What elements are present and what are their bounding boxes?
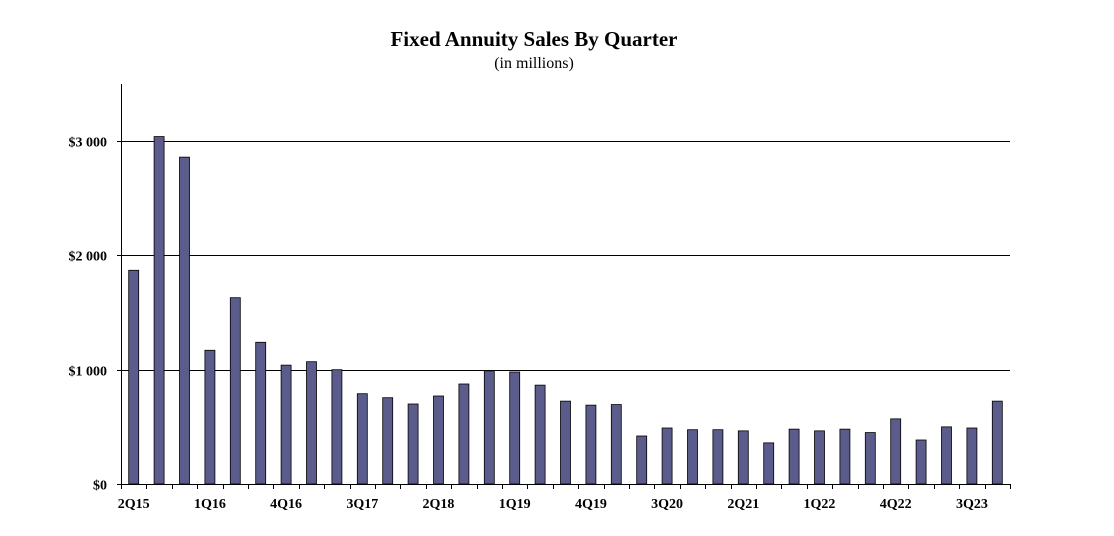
bar-3Q18 bbox=[458, 383, 470, 485]
bar-4Q21 bbox=[788, 428, 800, 485]
x-tick-label: 1Q22 bbox=[804, 497, 836, 512]
x-tick-label: 3Q20 bbox=[651, 497, 683, 512]
x-tick-label: 1Q16 bbox=[194, 497, 226, 512]
bar-2Q23 bbox=[941, 426, 952, 485]
bar-4Q18 bbox=[483, 370, 495, 485]
bar-2Q15 bbox=[128, 269, 140, 485]
x-tick-label: 2Q18 bbox=[423, 497, 455, 512]
bar-1Q21 bbox=[712, 429, 724, 485]
bar-4Q17 bbox=[382, 397, 394, 485]
bar-3Q15 bbox=[153, 136, 165, 485]
bar-2Q17 bbox=[331, 369, 343, 485]
bar-4Q19 bbox=[585, 404, 597, 485]
x-tick-label: 4Q16 bbox=[270, 497, 302, 512]
y-tick-label: $1 000 bbox=[69, 365, 108, 380]
x-tick-label: 2Q15 bbox=[118, 497, 150, 512]
bar-2Q19 bbox=[534, 384, 546, 485]
y-tick-label: $3 000 bbox=[69, 136, 108, 151]
bar-1Q19 bbox=[509, 371, 521, 485]
x-tick-label: 2Q21 bbox=[727, 497, 759, 512]
bar-1Q16 bbox=[204, 349, 216, 485]
bar-2Q22 bbox=[839, 428, 851, 485]
bar-4Q22 bbox=[890, 418, 902, 485]
bar-4Q15 bbox=[179, 156, 190, 485]
x-axis-tick-labels: 2Q15 1Q16 4Q16 3Q17 2Q18 1Q19 4Q19 3Q20 2Q21 1Q22… bbox=[118, 497, 988, 512]
x-tick-label: 3Q23 bbox=[956, 497, 988, 512]
chart-title: Fixed Annuity Sales By Quarter bbox=[390, 27, 677, 51]
bar-2Q18 bbox=[433, 395, 444, 485]
bars bbox=[128, 136, 1003, 485]
bar-3Q16 bbox=[255, 341, 267, 485]
x-tick-label: 4Q22 bbox=[880, 497, 912, 512]
x-tick-label: 4Q19 bbox=[575, 497, 607, 512]
axes bbox=[117, 84, 1011, 489]
bar-3Q23 bbox=[966, 427, 978, 485]
bar-1Q17 bbox=[306, 361, 317, 485]
bar-4Q23 bbox=[991, 400, 1003, 485]
bar-4Q20 bbox=[687, 429, 698, 485]
bar-2Q21 bbox=[737, 430, 749, 485]
bar-3Q19 bbox=[560, 400, 571, 485]
x-tick-label: 1Q19 bbox=[499, 497, 531, 512]
gridlines bbox=[121, 141, 1010, 371]
bar-1Q20 bbox=[610, 404, 622, 485]
bar-3Q22 bbox=[864, 432, 876, 485]
bar-3Q17 bbox=[356, 393, 368, 485]
x-tick-label: 3Q17 bbox=[346, 497, 378, 512]
bar-2Q16 bbox=[229, 297, 241, 485]
bar-1Q23 bbox=[915, 439, 927, 485]
bar-1Q22 bbox=[814, 430, 825, 485]
bar-3Q20 bbox=[661, 427, 673, 485]
y-tick-label: $2 000 bbox=[69, 250, 108, 265]
bar-4Q16 bbox=[280, 364, 292, 485]
bar-1Q18 bbox=[407, 403, 419, 485]
bar-2Q20 bbox=[636, 435, 648, 485]
bar-3Q21 bbox=[763, 442, 775, 485]
y-axis-tick-labels: $0 $1 000 $2 000 $3 000 bbox=[69, 136, 108, 494]
chart-subtitle: (in millions) bbox=[494, 55, 574, 72]
y-tick-label: $0 bbox=[93, 479, 107, 494]
